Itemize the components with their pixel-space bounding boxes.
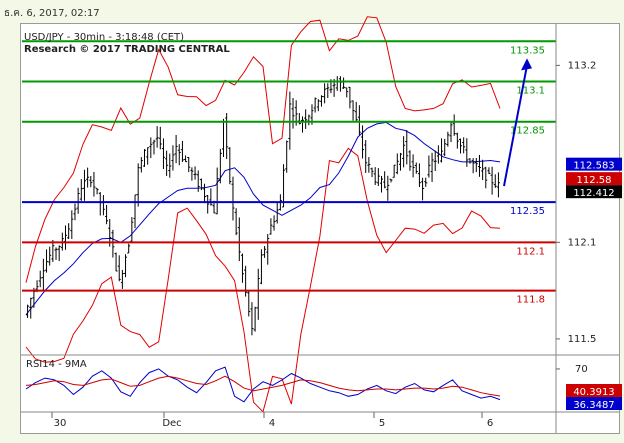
price-tick-label: 113.2 <box>568 60 597 71</box>
time-tick-label: 30 <box>54 418 67 429</box>
chart-frame[interactable] <box>20 23 620 434</box>
rsi-tag-box <box>566 384 622 397</box>
level-label-113-1: 113.1 <box>516 85 545 96</box>
price-tick-label: 111.5 <box>568 334 597 345</box>
projection-arrow-head <box>521 58 532 71</box>
rsi-series-9ma <box>25 375 501 397</box>
time-tick-label: 6 <box>487 418 493 429</box>
rsi-tag-label: 40.3913 <box>573 387 614 398</box>
time-tick-label: 5 <box>379 418 385 429</box>
price-tag-label: 112.412 <box>573 188 614 199</box>
price-tag-label: 112.58 <box>577 175 612 186</box>
time-tick-label: Dec <box>162 418 181 429</box>
timestamp: ธ.ค. 6, 2017, 02:17 <box>4 8 100 19</box>
price-tag-label: 112.583 <box>573 161 614 172</box>
level-label-111-8: 111.8 <box>516 295 545 306</box>
level-label-112-1: 112.1 <box>516 246 545 257</box>
bollinger-upper-band <box>25 16 501 283</box>
level-label-112-35: 112.35 <box>510 206 545 217</box>
moving-average-line <box>25 121 501 316</box>
time-tick-label: 4 <box>269 418 275 429</box>
rsi-series-rsi14 <box>25 366 501 403</box>
chart-credit: Research © 2017 TRADING CENTRAL <box>24 44 230 55</box>
price-tag-box <box>566 185 622 199</box>
projection-arrow-shaft <box>503 65 528 187</box>
level-label-113-35: 113.35 <box>510 45 545 56</box>
chart-title: USD/JPY - 30min - 3:18:48 (CET) <box>24 32 184 43</box>
level-label-112-85: 112.85 <box>510 126 545 137</box>
rsi-tag-box <box>566 397 622 410</box>
price-tag-box <box>566 172 622 186</box>
price-tag-box <box>566 157 622 171</box>
price-tick-label: 112.1 <box>568 237 597 248</box>
rsi-tag-label: 36.3487 <box>573 400 614 411</box>
rsi-title: RSI14 - 9MA <box>26 359 87 370</box>
rsi-tick-label: 70 <box>575 364 588 375</box>
